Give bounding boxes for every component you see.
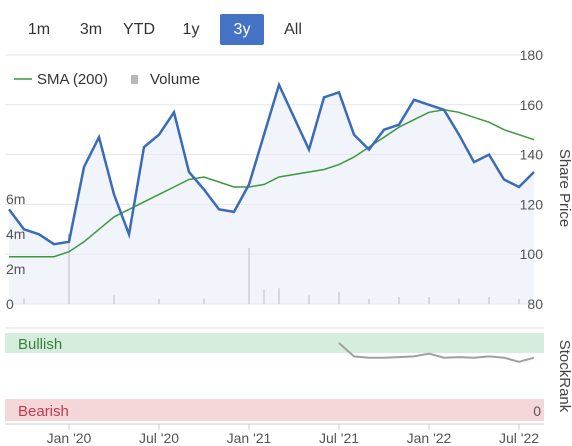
x-tick-label: Jan '21	[227, 430, 272, 446]
x-tick-label: Jan '20	[47, 430, 92, 446]
x-tick-label: Jul '21	[319, 430, 359, 446]
x-tick-label: Jul '20	[139, 430, 179, 446]
range-button-1y[interactable]: 1y	[182, 21, 200, 38]
y-axis-ticks: 80 100 120 140 160 180	[520, 47, 544, 312]
x-axis-ticks: Jan '20 Jul '20 Jan '21 Jul '21 Jan '22 Jul '…	[47, 424, 539, 446]
volume-tick-4m: 4m	[6, 226, 25, 242]
bullish-label: Bullish	[18, 336, 62, 353]
legend-volume-label: Volume	[150, 71, 200, 88]
bearish-band	[5, 399, 544, 421]
price-line	[8, 81, 535, 246]
price-area	[9, 84, 534, 305]
volume-axis-ticks: 0 2m 4m 6m	[6, 191, 25, 312]
y-axis-title: Share Price	[556, 149, 572, 227]
stockrank-zero-tick: 0	[533, 403, 541, 419]
y-tick-180: 180	[520, 47, 544, 63]
stockrank-panel: Bullish Bearish 0 StockRank	[5, 327, 572, 425]
bearish-label: Bearish	[18, 403, 69, 420]
x-tick-label: Jul '22	[499, 430, 539, 446]
y-tick-120: 120	[520, 196, 544, 212]
bullish-band	[5, 333, 544, 353]
y-tick-80: 80	[527, 296, 543, 312]
legend: SMA (200) Volume	[14, 71, 200, 88]
volume-tick-2m: 2m	[6, 261, 25, 277]
range-button-ytd[interactable]: YTD	[123, 21, 155, 38]
range-button-1m[interactable]: 1m	[27, 21, 51, 38]
range-button-3m[interactable]: 3m	[79, 21, 103, 38]
range-button-3y[interactable]: 3y	[220, 14, 264, 45]
y-tick-100: 100	[520, 246, 544, 262]
legend-volume-swatch	[131, 75, 138, 84]
y-tick-160: 160	[520, 97, 544, 113]
range-button-all[interactable]: All	[284, 21, 302, 38]
volume-tick-6m: 6m	[6, 191, 25, 207]
x-tick-label: Jan '22	[407, 430, 452, 446]
stockrank-axis-title: StockRank	[556, 340, 572, 413]
y-tick-140: 140	[520, 147, 544, 163]
stockrank-line	[338, 342, 535, 363]
volume-tick-0: 0	[6, 296, 14, 312]
sma-line	[9, 109, 535, 258]
legend-sma-label: SMA (200)	[37, 71, 108, 88]
